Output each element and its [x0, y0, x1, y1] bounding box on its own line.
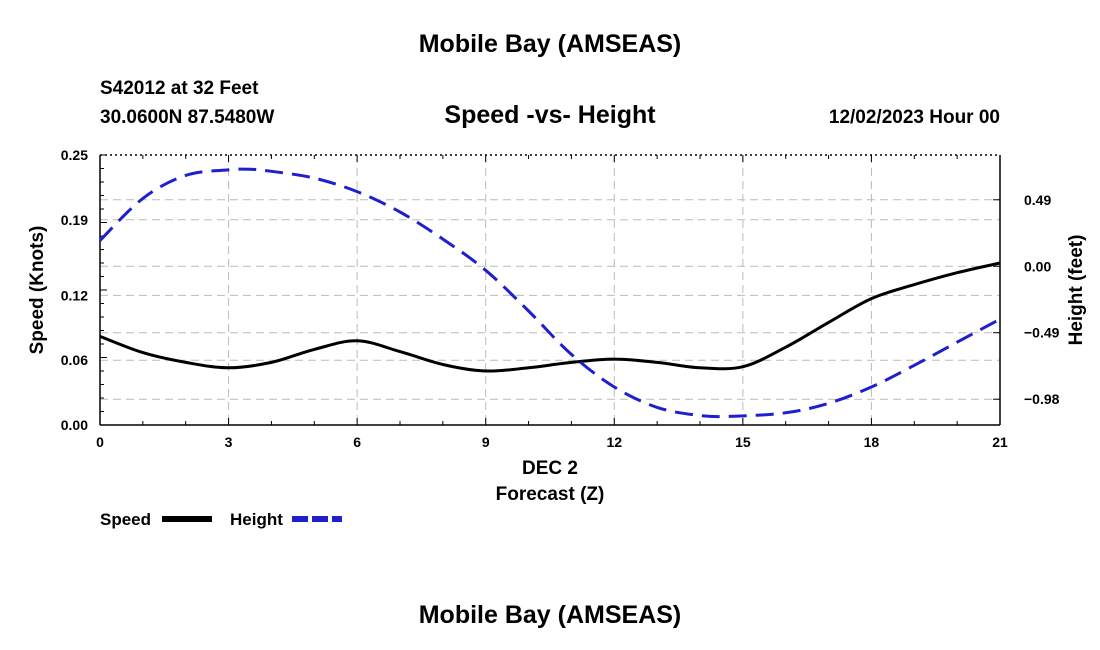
x-tick-label: 6 [353, 434, 361, 450]
legend-label-speed: Speed [100, 510, 151, 529]
x-tick-label: 12 [606, 434, 622, 450]
timestamp-label: 12/02/2023 Hour 00 [828, 107, 1000, 128]
y-left-tick-label: 0.00 [61, 417, 88, 433]
y-left-tick-label: 0.12 [61, 287, 88, 303]
chart-title-bottom: Mobile Bay (AMSEAS) [418, 601, 682, 629]
y-right-tick-label: −0.98 [1024, 391, 1060, 407]
series-line-height [98, 167, 1001, 419]
x-tick-label: 0 [96, 434, 104, 450]
y-left-tick-label: 0.25 [61, 147, 88, 163]
legend-label-height: Height [230, 510, 283, 529]
series-line-speed [99, 261, 1001, 373]
chart-subtitle: Speed -vs- Height [444, 101, 656, 129]
y-left-tick-label: 0.06 [61, 352, 88, 368]
coordinates-label: 30.0600N 87.5480W [100, 107, 275, 128]
y-right-tick-label: −0.49 [1024, 325, 1060, 341]
y-right-tick-label: 0.00 [1024, 258, 1051, 274]
y-left-tick-label: 0.19 [61, 212, 88, 228]
chart-title-top: Mobile Bay (AMSEAS) [418, 30, 682, 58]
y-axis-right-label: Height (feet) [1066, 235, 1087, 346]
station-label: S42012 at 32 Feet [100, 78, 259, 99]
x-axis-date-label: DEC 2 [522, 458, 578, 479]
y-axis-left-label: Speed (Knots) [27, 226, 48, 355]
x-tick-label: 9 [482, 434, 490, 450]
x-tick-label: 15 [735, 434, 751, 450]
x-tick-label: 3 [225, 434, 233, 450]
y-right-tick-label: 0.49 [1024, 192, 1051, 208]
x-tick-label: 21 [992, 434, 1008, 450]
x-axis-label: Forecast (Z) [496, 484, 605, 505]
x-tick-label: 18 [864, 434, 880, 450]
